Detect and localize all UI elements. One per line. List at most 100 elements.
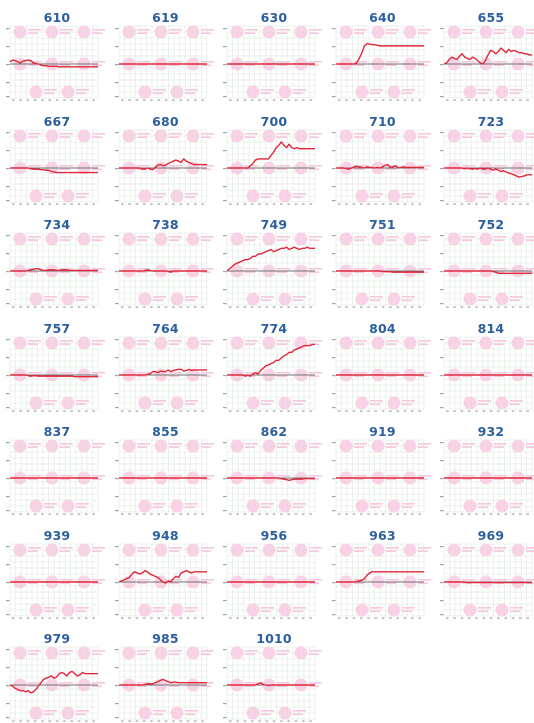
x-axis	[12, 203, 95, 204]
y-axis	[332, 235, 336, 304]
chart-panel: 619	[115, 6, 217, 102]
x-axis	[338, 307, 421, 308]
chart-panel: 948	[115, 524, 217, 620]
x-axis	[12, 100, 95, 101]
chart-title: 774	[223, 321, 325, 336]
y-axis	[6, 28, 10, 97]
chart-title: 723	[440, 114, 534, 129]
y-axis	[115, 442, 119, 511]
chart-title: 680	[115, 114, 217, 129]
chart-title: 804	[332, 321, 434, 336]
chart-title: 764	[115, 321, 217, 336]
x-axis	[446, 100, 529, 101]
x-axis	[338, 203, 421, 204]
chart-title: 751	[332, 217, 434, 232]
chart-panel: 700	[223, 110, 325, 206]
chart-panel: 630	[223, 6, 325, 102]
y-axis	[115, 546, 119, 615]
x-axis	[12, 307, 95, 308]
x-axis	[338, 514, 421, 515]
x-axis	[446, 514, 529, 515]
chart-panel: 680	[115, 110, 217, 206]
x-axis	[121, 410, 204, 411]
x-axis	[12, 721, 95, 722]
x-axis	[229, 410, 312, 411]
chart-panel: 1010	[223, 627, 325, 723]
chart-title: 710	[332, 114, 434, 129]
chart-title: 956	[223, 528, 325, 543]
chart-title: 667	[6, 114, 108, 129]
chart-panel: 932	[440, 420, 534, 516]
chart-title: 610	[6, 10, 108, 25]
y-axis	[332, 546, 336, 615]
x-axis	[229, 100, 312, 101]
y-axis	[440, 28, 444, 97]
x-axis	[121, 617, 204, 618]
x-axis	[121, 514, 204, 515]
chart-title: 700	[223, 114, 325, 129]
x-axis	[446, 307, 529, 308]
chart-title: 752	[440, 217, 534, 232]
chart-panel: 979	[6, 627, 108, 723]
y-axis	[6, 649, 10, 718]
chart-title: 919	[332, 424, 434, 439]
y-axis	[440, 235, 444, 304]
y-axis	[223, 649, 227, 718]
chart-title: 948	[115, 528, 217, 543]
chart-panel: 723	[440, 110, 534, 206]
y-axis	[115, 339, 119, 408]
y-axis	[223, 132, 227, 201]
chart-title: 985	[115, 631, 217, 646]
y-axis	[223, 546, 227, 615]
chart-panel: 837	[6, 420, 108, 516]
chart-title: 969	[440, 528, 534, 543]
chart-title: 963	[332, 528, 434, 543]
x-axis	[338, 617, 421, 618]
chart-panel: 710	[332, 110, 434, 206]
y-axis	[223, 339, 227, 408]
chart-panel: 764	[115, 317, 217, 413]
chart-panel: 610	[6, 6, 108, 102]
chart-panel: 855	[115, 420, 217, 516]
y-axis	[115, 235, 119, 304]
x-axis	[229, 721, 312, 722]
y-axis	[223, 442, 227, 511]
chart-title: 749	[223, 217, 325, 232]
chart-panel: 749	[223, 213, 325, 309]
x-axis	[12, 410, 95, 411]
x-axis	[446, 203, 529, 204]
x-axis	[121, 721, 204, 722]
chart-title: 939	[6, 528, 108, 543]
x-axis	[121, 203, 204, 204]
chart-title: 1010	[223, 631, 325, 646]
y-axis	[6, 546, 10, 615]
chart-title: 734	[6, 217, 108, 232]
x-axis	[338, 410, 421, 411]
chart-panel: 963	[332, 524, 434, 620]
series-line	[444, 582, 532, 583]
chart-title: 619	[115, 10, 217, 25]
chart-panel: 757	[6, 317, 108, 413]
chart-panel: 956	[223, 524, 325, 620]
chart-panel: 774	[223, 317, 325, 413]
y-axis	[440, 132, 444, 201]
chart-panel: 640	[332, 6, 434, 102]
chart-title: 855	[115, 424, 217, 439]
y-axis	[332, 339, 336, 408]
chart-title: 630	[223, 10, 325, 25]
y-axis	[332, 442, 336, 511]
x-axis	[121, 100, 204, 101]
chart-title: 738	[115, 217, 217, 232]
y-axis	[6, 235, 10, 304]
chart-panel: 939	[6, 524, 108, 620]
y-axis	[440, 339, 444, 408]
chart-title: 640	[332, 10, 434, 25]
y-axis	[6, 442, 10, 511]
chart-panel: 804	[332, 317, 434, 413]
y-axis	[223, 28, 227, 97]
y-axis	[223, 235, 227, 304]
chart-title: 757	[6, 321, 108, 336]
chart-title: 655	[440, 10, 534, 25]
y-axis	[6, 339, 10, 408]
